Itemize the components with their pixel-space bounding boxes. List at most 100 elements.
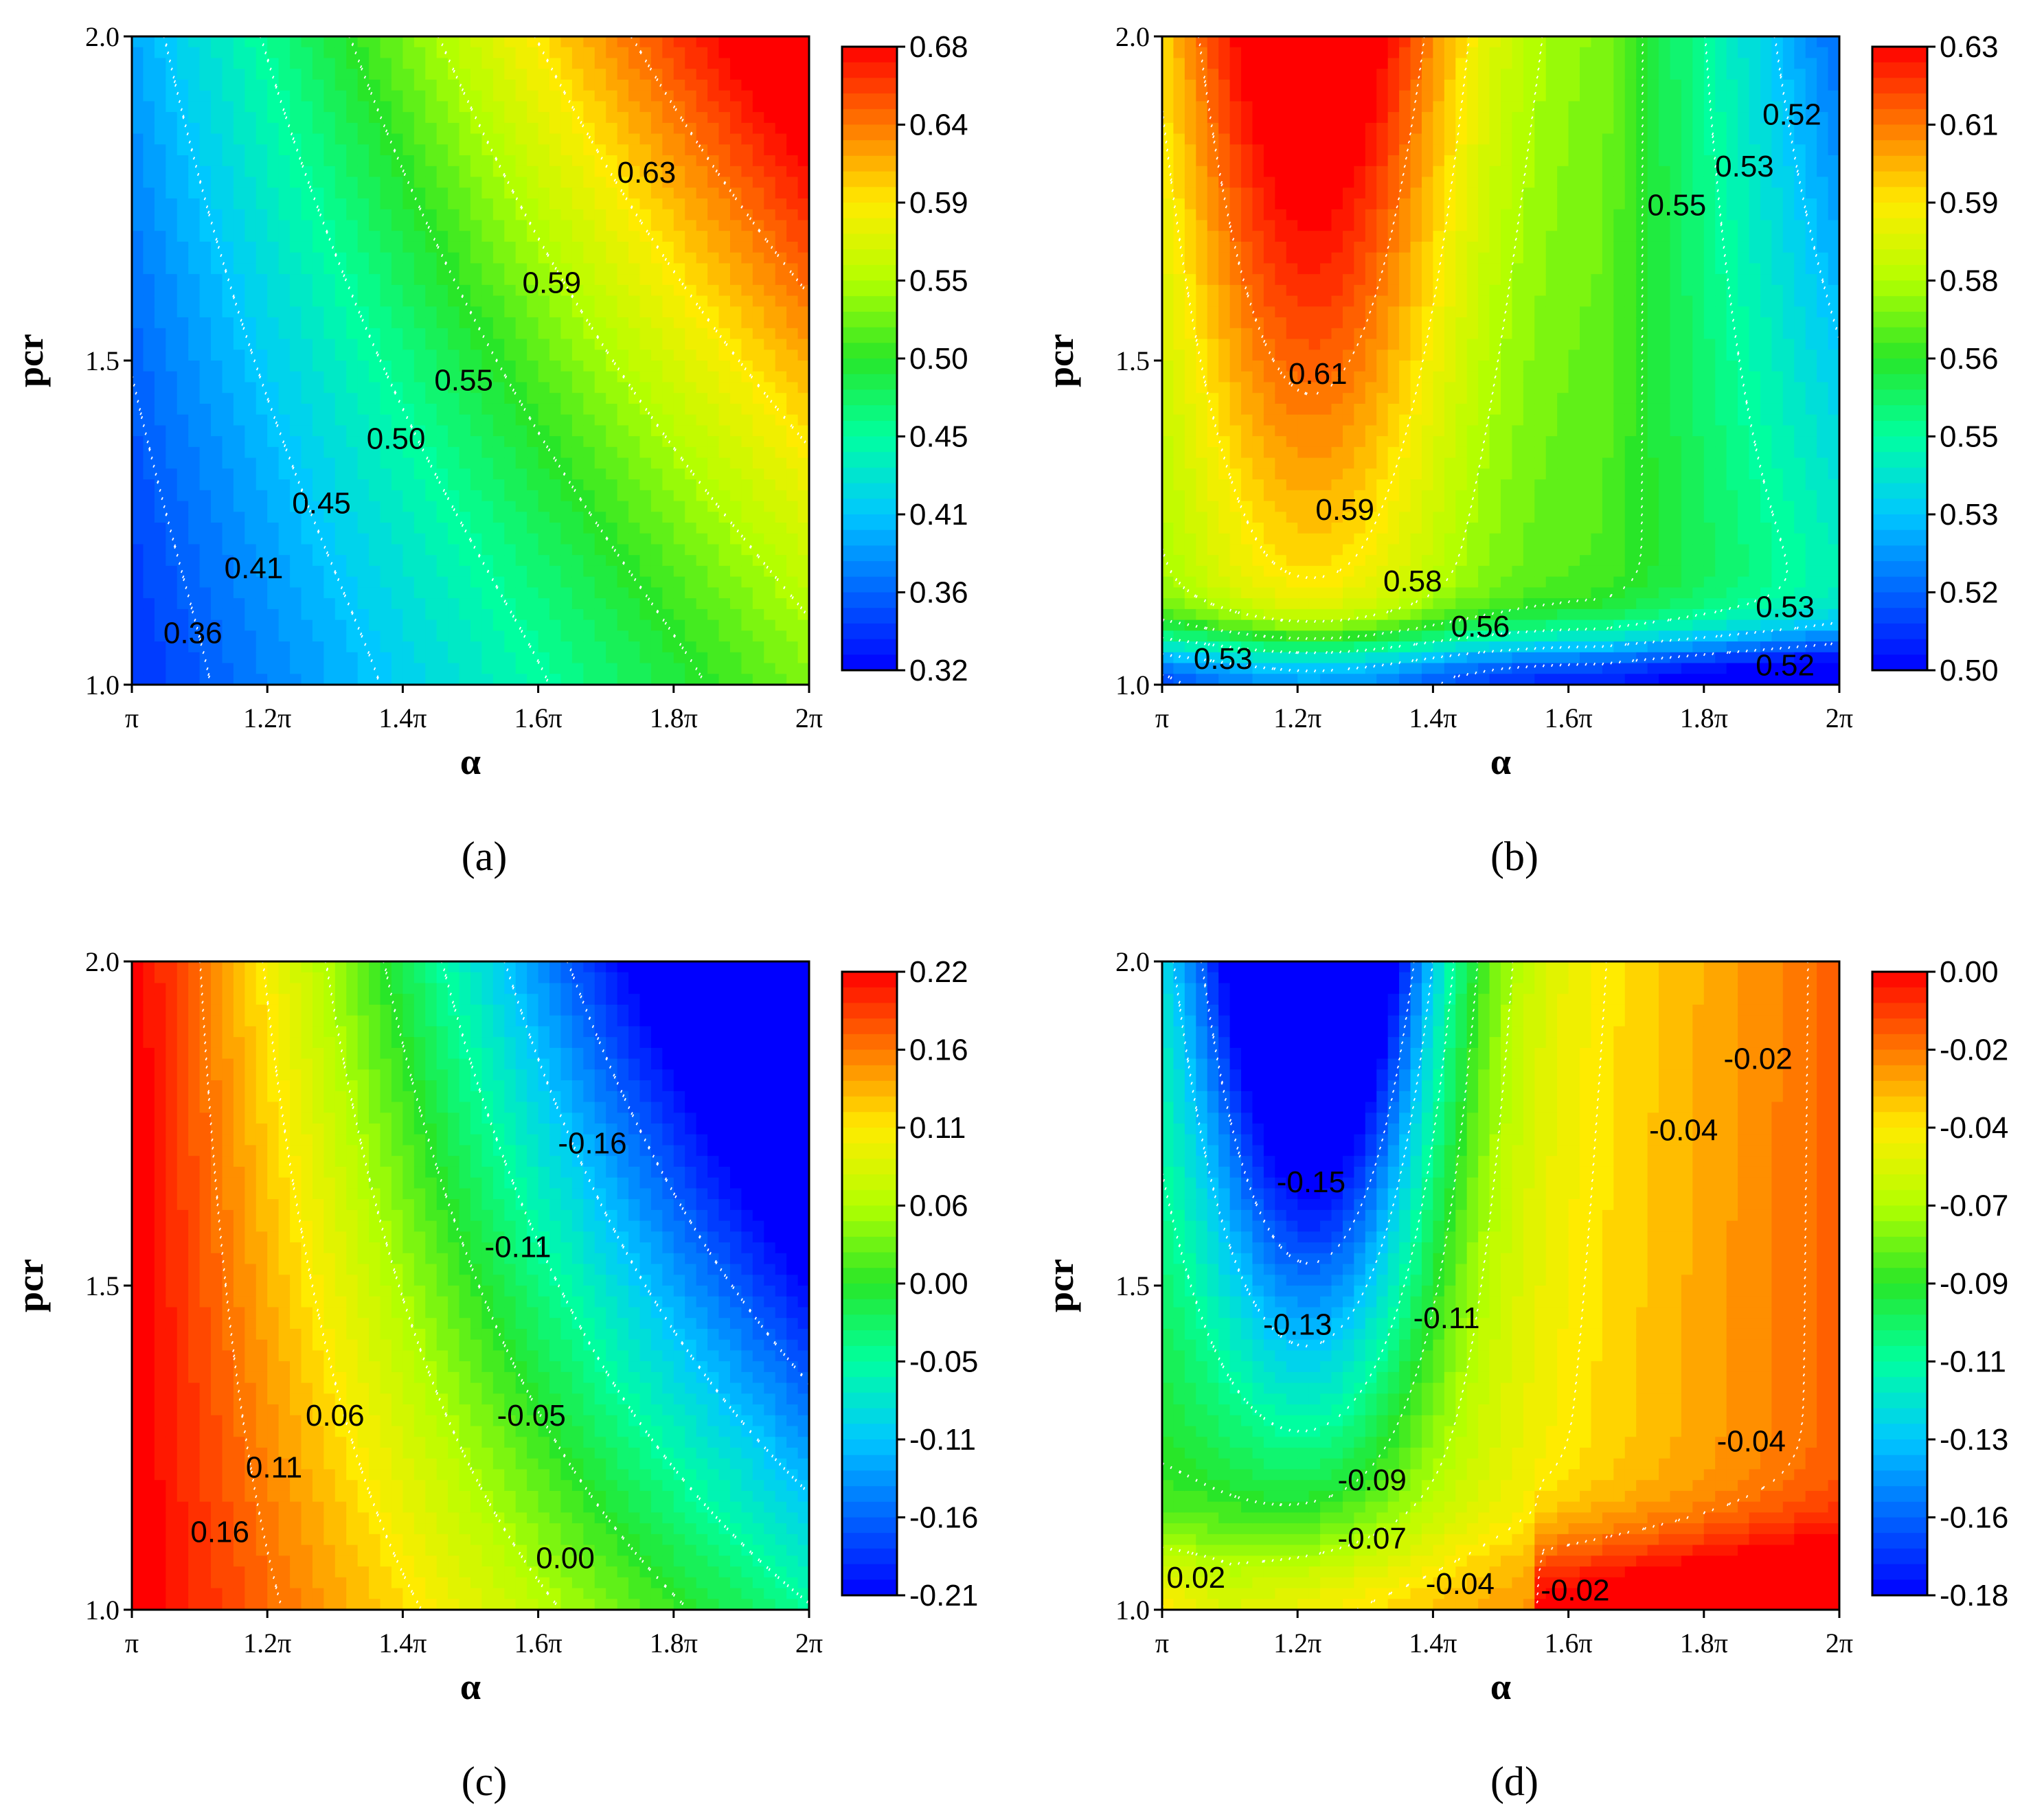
heatmap-cell bbox=[707, 371, 720, 383]
heatmap-cell bbox=[245, 576, 257, 589]
heatmap-cell bbox=[560, 198, 573, 210]
heatmap-cell bbox=[673, 187, 686, 199]
heatmap-cell bbox=[1162, 339, 1174, 351]
heatmap-cell bbox=[470, 90, 483, 102]
heatmap-cell bbox=[391, 101, 404, 113]
heatmap-cell bbox=[1342, 58, 1355, 69]
heatmap-cell bbox=[425, 425, 438, 437]
heatmap-cell bbox=[628, 479, 641, 491]
heatmap-cell bbox=[617, 361, 629, 372]
heatmap-cell bbox=[606, 166, 618, 178]
heatmap-cell bbox=[1297, 47, 1310, 59]
heatmap-cell bbox=[1365, 361, 1378, 372]
heatmap-cell bbox=[267, 598, 280, 610]
heatmap-cell bbox=[729, 79, 742, 91]
heatmap-cell bbox=[391, 361, 404, 372]
heatmap-cell bbox=[707, 166, 720, 178]
heatmap-cell bbox=[571, 587, 584, 599]
heatmap-cell bbox=[764, 501, 776, 513]
heatmap-cell bbox=[662, 231, 674, 242]
heatmap-cell bbox=[707, 209, 720, 221]
heatmap-cell bbox=[1184, 339, 1197, 351]
heatmap-cell bbox=[199, 436, 212, 448]
heatmap-cell bbox=[188, 241, 201, 253]
heatmap-cell bbox=[481, 274, 494, 286]
heatmap-cell bbox=[1275, 209, 1287, 221]
heatmap-cell bbox=[132, 284, 144, 297]
heatmap-cell bbox=[673, 523, 686, 534]
heatmap-cell bbox=[628, 122, 641, 135]
heatmap-cell bbox=[628, 209, 641, 221]
heatmap-cell bbox=[718, 122, 731, 135]
heatmap-cell bbox=[707, 198, 720, 210]
heatmap-cell bbox=[729, 295, 742, 308]
heatmap-cell bbox=[211, 641, 223, 653]
heatmap-cell bbox=[696, 112, 708, 124]
heatmap-cell bbox=[211, 166, 223, 178]
heatmap-cell bbox=[245, 79, 257, 91]
heatmap-cell bbox=[685, 523, 697, 534]
heatmap-cell bbox=[1331, 122, 1343, 135]
heatmap-cell bbox=[255, 144, 268, 156]
heatmap-cell bbox=[617, 306, 629, 318]
contour-label: 0.50 bbox=[367, 422, 426, 455]
heatmap-cell bbox=[436, 36, 448, 48]
heatmap-cell bbox=[413, 220, 427, 231]
heatmap-cell bbox=[143, 652, 155, 664]
heatmap-cell bbox=[459, 630, 471, 642]
heatmap-cell bbox=[1275, 122, 1287, 135]
heatmap-cell bbox=[459, 565, 471, 578]
heatmap-cell bbox=[132, 523, 144, 534]
heatmap-cell bbox=[166, 490, 178, 502]
heatmap-cell bbox=[797, 490, 809, 502]
heatmap-cell bbox=[481, 555, 494, 567]
heatmap-cell bbox=[696, 533, 708, 545]
heatmap-cell bbox=[527, 122, 539, 135]
heatmap-cell bbox=[515, 512, 527, 523]
heatmap-cell bbox=[132, 295, 144, 308]
heatmap-cell bbox=[391, 555, 404, 567]
heatmap-cell bbox=[718, 252, 731, 264]
heatmap-cell bbox=[1354, 306, 1366, 318]
heatmap-cell bbox=[662, 133, 674, 146]
heatmap-cell bbox=[290, 674, 302, 685]
heatmap-cell bbox=[1331, 317, 1343, 329]
heatmap-cell bbox=[222, 608, 234, 621]
heatmap-cell bbox=[323, 414, 336, 426]
heatmap-cell bbox=[1320, 361, 1332, 372]
heatmap-cell bbox=[560, 263, 573, 275]
heatmap-cell bbox=[413, 630, 427, 642]
heatmap-cell bbox=[1173, 209, 1185, 221]
heatmap-cell bbox=[549, 414, 562, 426]
heatmap-cell bbox=[583, 641, 595, 653]
heatmap-cell bbox=[538, 361, 550, 372]
heatmap-cell bbox=[132, 274, 144, 286]
heatmap-cell bbox=[650, 220, 663, 231]
heatmap-cell bbox=[1218, 241, 1231, 253]
heatmap-cell bbox=[549, 490, 562, 502]
heatmap-cell bbox=[571, 69, 584, 80]
heatmap-cell bbox=[369, 306, 381, 318]
heatmap-cell bbox=[707, 69, 720, 80]
heatmap-cell bbox=[425, 512, 438, 523]
heatmap-cell bbox=[571, 436, 584, 448]
heatmap-cell bbox=[448, 317, 460, 329]
heatmap-cell bbox=[729, 166, 742, 178]
heatmap-cell bbox=[1229, 619, 1242, 632]
heatmap-cell bbox=[492, 523, 506, 534]
heatmap-cell bbox=[650, 533, 663, 545]
heatmap-cell bbox=[290, 436, 302, 448]
heatmap-cell bbox=[267, 382, 280, 394]
heatmap-cell bbox=[650, 403, 663, 415]
heatmap-cell bbox=[436, 90, 448, 102]
heatmap-cell bbox=[549, 252, 562, 264]
heatmap-cell bbox=[481, 533, 494, 545]
heatmap-cell bbox=[492, 90, 506, 102]
heatmap-cell bbox=[290, 155, 302, 167]
heatmap-cell bbox=[199, 220, 212, 231]
heatmap-cell bbox=[650, 630, 663, 642]
heatmap-cell bbox=[650, 587, 663, 599]
heatmap-cell bbox=[527, 479, 539, 491]
heatmap-cell bbox=[560, 79, 573, 91]
heatmap-cell bbox=[606, 608, 618, 621]
